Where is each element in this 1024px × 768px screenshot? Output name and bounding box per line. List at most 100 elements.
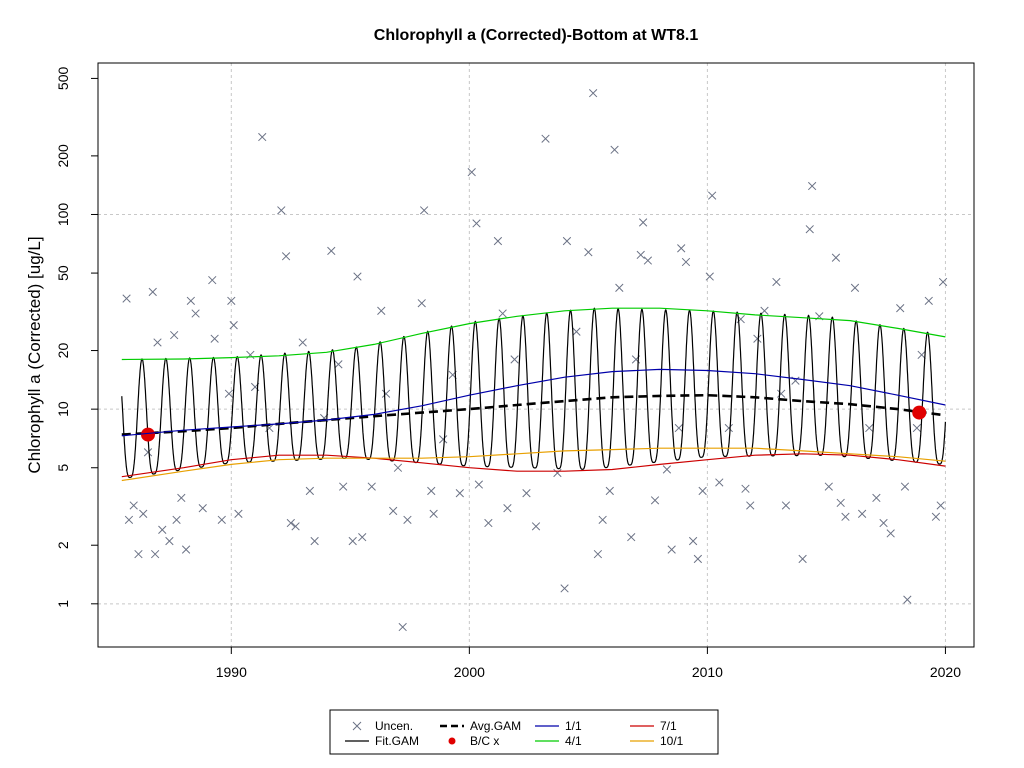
legend-symbol	[352, 721, 362, 731]
data-point	[831, 253, 841, 262]
data-point	[912, 423, 922, 433]
data-point	[150, 549, 160, 559]
data-point	[170, 330, 179, 340]
plot-area	[121, 89, 948, 632]
data-point	[417, 299, 426, 308]
data-point	[172, 515, 181, 524]
data-point	[936, 501, 945, 510]
data-point	[467, 167, 476, 177]
y-tick-label: 20	[55, 343, 71, 359]
data-point	[224, 389, 234, 398]
4-1-line	[121, 307, 946, 361]
data-point	[857, 509, 867, 518]
7-1-line	[121, 453, 946, 478]
data-point	[777, 389, 786, 398]
data-point	[291, 522, 300, 531]
data-point	[741, 484, 750, 493]
data-point	[353, 272, 362, 281]
data-point	[593, 549, 603, 559]
data-point	[234, 509, 243, 518]
uncensored-points	[122, 89, 948, 632]
data-point	[429, 509, 438, 518]
data-point	[560, 584, 569, 593]
data-point	[472, 219, 481, 228]
data-point	[398, 622, 407, 632]
data-point	[348, 536, 357, 546]
data-point	[805, 225, 814, 234]
data-point	[377, 306, 386, 315]
legend-label: 10/1	[660, 734, 684, 748]
data-point	[615, 283, 624, 292]
legend-entry-10-1: 10/1	[630, 734, 684, 748]
x-tick-label: 2010	[692, 664, 723, 680]
data-point	[924, 296, 933, 306]
data-point	[339, 482, 348, 491]
data-point	[134, 549, 143, 559]
data-point	[643, 256, 653, 265]
data-point	[638, 218, 648, 227]
data-point	[277, 206, 286, 215]
legend-entry-7-1: 7/1	[630, 719, 677, 733]
data-point	[427, 486, 436, 496]
data-point	[474, 480, 484, 489]
legend-label: Avg.GAM	[470, 719, 521, 733]
data-point	[781, 501, 791, 510]
data-point	[229, 321, 238, 330]
data-point	[498, 309, 507, 318]
legend-box	[329, 709, 719, 755]
data-point	[439, 435, 448, 444]
data-point	[208, 275, 217, 285]
data-point	[327, 246, 336, 256]
data-point	[286, 518, 295, 528]
data-point	[177, 493, 186, 503]
data-point	[636, 250, 645, 260]
data-point	[584, 248, 593, 257]
data-point	[667, 545, 676, 554]
data-point	[510, 355, 519, 364]
data-point	[455, 489, 464, 498]
data-point	[403, 515, 412, 524]
data-point	[931, 512, 941, 521]
legend-label: 1/1	[565, 719, 582, 733]
data-point	[724, 423, 733, 433]
data-point	[798, 554, 807, 564]
10-1-line	[121, 447, 946, 482]
data-point	[650, 496, 660, 505]
fit-gam-line	[121, 307, 946, 478]
legend-entry-4-1: 4/1	[535, 734, 582, 748]
data-point	[688, 536, 698, 546]
data-point	[824, 482, 833, 491]
data-point	[393, 463, 403, 472]
plot-frame	[97, 62, 975, 648]
data-point	[693, 554, 703, 564]
data-point	[124, 515, 134, 524]
y-tick-label: 100	[55, 203, 71, 227]
data-point	[572, 327, 581, 336]
data-point	[522, 489, 531, 498]
y-tick-label: 500	[55, 67, 71, 91]
data-point	[334, 360, 343, 369]
data-point	[681, 257, 691, 267]
data-point	[903, 595, 912, 604]
data-point	[662, 465, 672, 474]
data-point	[305, 486, 315, 496]
data-point	[181, 545, 191, 554]
legend-entry-uncen-: Uncen.	[352, 719, 413, 733]
data-point	[807, 181, 817, 191]
bc-point	[140, 427, 155, 442]
data-point	[158, 525, 167, 534]
data-point	[148, 287, 157, 297]
data-point	[900, 482, 910, 491]
data-point	[627, 533, 636, 542]
data-point	[493, 236, 503, 246]
data-point	[358, 533, 367, 542]
data-point	[598, 515, 607, 524]
data-point	[210, 334, 219, 343]
data-point	[484, 518, 493, 528]
data-point	[707, 191, 717, 200]
legend-label: 7/1	[660, 719, 677, 733]
data-point	[139, 509, 148, 518]
y-axis-label: Chlorophyll a (Corrected) [ug/L]	[25, 236, 44, 473]
data-point	[886, 529, 895, 538]
